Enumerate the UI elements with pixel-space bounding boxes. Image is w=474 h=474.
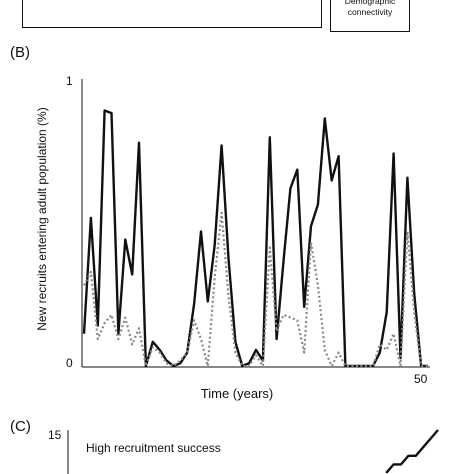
panel-b-series-dotted-line [83,211,428,368]
panel-b-x-axis-label: Time (years) [200,386,274,401]
panel-b-y-tick-min: 0 [66,356,73,370]
panel-c-y-tick-max: 15 [48,428,62,442]
panel-b-series-solid-line [82,109,428,368]
panel-c-label: (C) [10,418,31,435]
panel-c-series-group [385,429,439,474]
panel-b-y-tick-max: 1 [66,74,73,88]
panel-b-label: (B) [10,44,30,61]
panel-c-series-solid-line [385,429,439,474]
demographic-connectivity-label: Demographic connectivity [344,0,396,17]
panel-b-x-tick-max: 50 [414,372,428,386]
demographic-connectivity-box: Demographic connectivity [330,0,410,32]
panel-c-annotation: High recruitment success [86,441,221,455]
panel-a-box [22,0,322,28]
panel-b-series-group [82,109,428,368]
